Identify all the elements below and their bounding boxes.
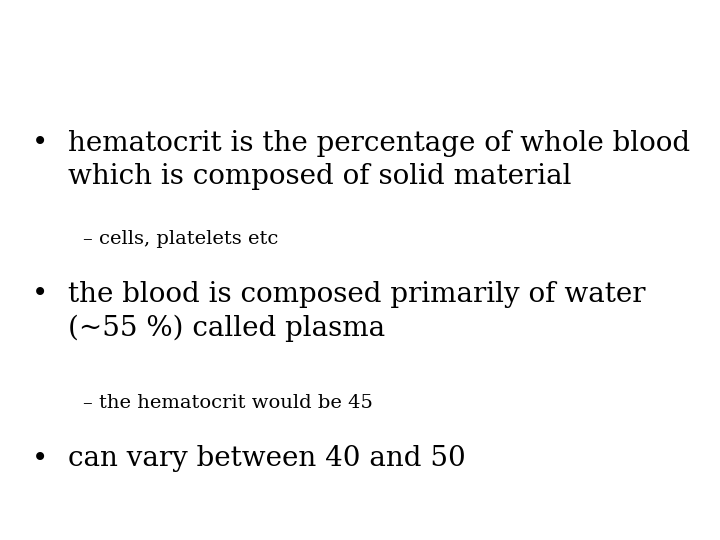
Text: hematocrit is the percentage of whole blood
which is composed of solid material: hematocrit is the percentage of whole bl…: [68, 130, 690, 190]
Text: •: •: [32, 281, 48, 308]
Text: the blood is composed primarily of water
(~55 %) called plasma: the blood is composed primarily of water…: [68, 281, 646, 342]
Text: •: •: [32, 130, 48, 157]
Text: •: •: [32, 446, 48, 472]
Text: – cells, platelets etc: – cells, platelets etc: [83, 230, 278, 247]
Text: can vary between 40 and 50: can vary between 40 and 50: [68, 446, 466, 472]
Text: – the hematocrit would be 45: – the hematocrit would be 45: [83, 394, 373, 412]
